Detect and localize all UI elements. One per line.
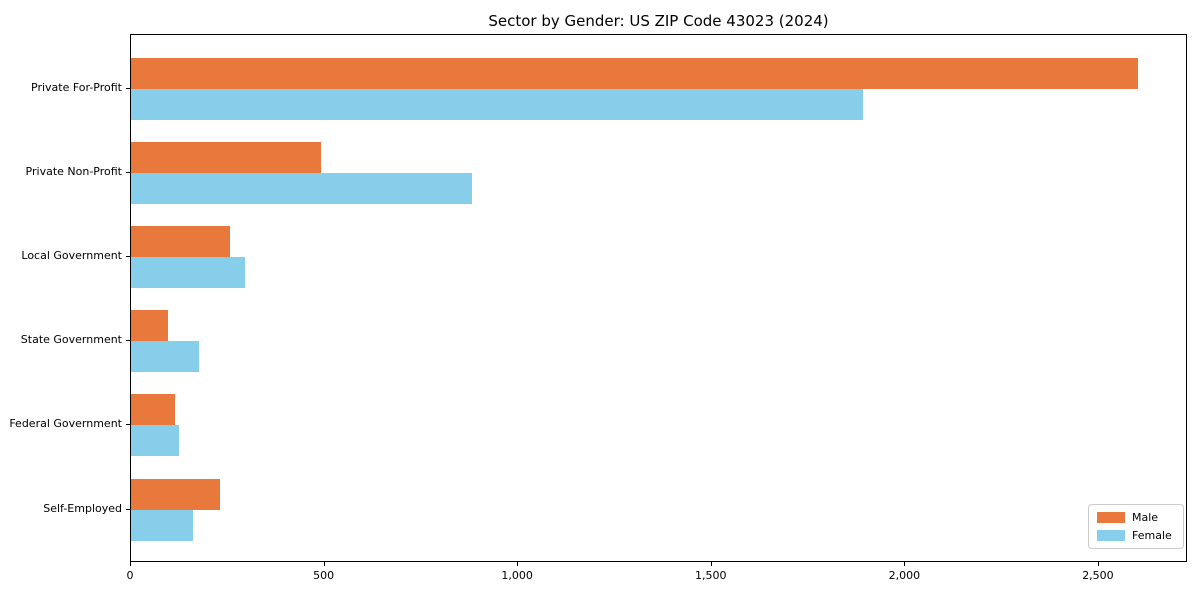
x-tick-label: 1,000: [501, 569, 533, 582]
x-tick-label: 0: [126, 569, 134, 582]
x-tick-mark: [130, 562, 131, 566]
bar-female: [131, 256, 246, 288]
y-tick-mark: [126, 508, 130, 510]
legend-entry: Male: [1097, 511, 1175, 524]
bar-male: [131, 478, 221, 510]
y-tick-label: Private For-Profit: [31, 80, 122, 94]
bar-female: [131, 509, 193, 541]
legend-swatch-female: [1097, 530, 1125, 541]
y-tick-label: Local Government: [21, 248, 122, 262]
y-tick-mark: [126, 424, 130, 426]
legend-label: Female: [1132, 529, 1172, 542]
x-tick-label: 2,000: [888, 569, 921, 582]
x-tick-label: 2,500: [1082, 569, 1114, 582]
y-tick-mark: [126, 87, 130, 89]
legend-entry: Female: [1097, 529, 1175, 542]
x-tick-label: 500: [313, 569, 335, 582]
bar-female: [131, 88, 863, 120]
bar-female: [131, 341, 199, 373]
x-tick-mark: [710, 562, 712, 566]
y-tick-mark: [126, 171, 130, 173]
bar-male: [131, 394, 175, 426]
y-tick-label: Private Non-Profit: [25, 164, 122, 178]
legend-label: Male: [1132, 511, 1159, 524]
y-tick-mark: [126, 340, 130, 342]
bar-male: [131, 225, 230, 257]
y-tick-label: State Government: [20, 333, 122, 347]
x-tick-mark: [517, 562, 519, 566]
bar-female: [131, 425, 180, 457]
plot-area: [130, 34, 1187, 562]
x-tick-mark: [323, 562, 325, 566]
y-tick-mark: [126, 255, 130, 257]
y-tick-label: Self-Employed: [43, 501, 122, 515]
bar-male: [131, 310, 168, 342]
legend-swatch-male: [1097, 512, 1125, 523]
bar-female: [131, 172, 472, 204]
y-tick-label: Federal Government: [9, 417, 122, 431]
bar-male: [131, 57, 1138, 89]
x-tick-mark: [904, 562, 906, 566]
bar-male: [131, 141, 321, 173]
x-tick-label: 1,500: [695, 569, 727, 582]
legend: Male Female: [1088, 504, 1184, 549]
chart-title: Sector by Gender: US ZIP Code 43023 (202…: [488, 12, 829, 30]
x-tick-mark: [1097, 562, 1099, 566]
